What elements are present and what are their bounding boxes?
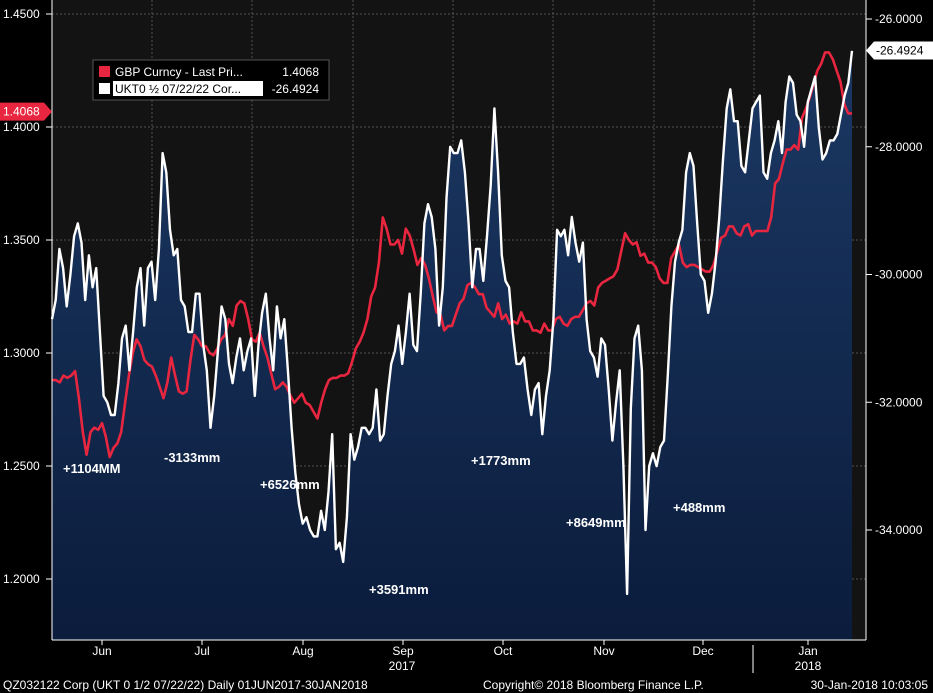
- legend-highlight-ukt: [113, 81, 263, 96]
- annotation-sep: +3591mm: [369, 582, 429, 597]
- left-tick-label: 1.2500: [3, 459, 40, 473]
- ukt-series-line: [50, 50, 854, 596]
- ukt-area-fill: [52, 50, 852, 640]
- legend-swatch-gbp: [99, 66, 110, 77]
- right-last-value: -26.4924: [876, 43, 924, 57]
- x-tick-label: Oct: [494, 644, 513, 658]
- year-label: 2018: [795, 659, 822, 673]
- x-tick-label: Sep: [392, 644, 414, 658]
- x-tick-label: Aug: [292, 644, 313, 658]
- legend-label-gbp: GBP Curncy - Last Pri...: [115, 65, 243, 79]
- left-tick-label: 1.2000: [3, 572, 40, 586]
- left-tick-label: 1.3500: [3, 233, 40, 247]
- left-tick-label: 1.4500: [3, 7, 40, 21]
- legend: GBP Curncy - Last Pri... 1.4068 UKT0 ½ 0…: [92, 59, 330, 101]
- annotation-dec: +488mm: [673, 500, 725, 515]
- annotation-aug: +6526mm: [260, 477, 320, 492]
- x-tick-label: Nov: [593, 644, 614, 658]
- right-tick-label: -32.0000: [875, 395, 923, 409]
- legend-value-gbp: 1.4068: [282, 65, 319, 79]
- annotation-oct: +1773mm: [471, 453, 531, 468]
- right-tick-label: -34.0000: [875, 523, 923, 537]
- x-tick-label: Jan: [798, 644, 817, 658]
- right-axis-ticks: -26.0000 -28.0000 -30.0000 -32.0000 -34.0000: [866, 12, 923, 537]
- right-last-value-badge: -26.4924: [866, 41, 933, 60]
- x-tick-label: Dec: [692, 644, 713, 658]
- footer-copyright: Copyright© 2018 Bloomberg Finance L.P.: [483, 678, 704, 692]
- legend-swatch-ukt: [99, 83, 110, 94]
- left-tick-label: 1.3000: [3, 346, 40, 360]
- legend-label-ukt: UKT0 ½ 07/22/22 Cor...: [115, 82, 241, 96]
- left-tick-label: 1.4000: [3, 120, 40, 134]
- right-tick-label: -30.0000: [875, 268, 923, 282]
- x-axis-ticks: Jun Jul Aug Sep Oct Nov Dec Jan 2017 2018: [92, 640, 822, 673]
- right-tick-label: -28.0000: [875, 140, 923, 154]
- left-last-value: 1.4068: [3, 105, 40, 119]
- annotation-jun: +1104MM: [63, 461, 120, 476]
- annotation-jul: -3133mm: [164, 450, 220, 465]
- footer-security: QZ032122 Corp (UKT 0 1/2 07/22/22) Daily…: [3, 678, 368, 692]
- left-last-value-badge: 1.4068: [0, 102, 52, 121]
- x-tick-label: Jun: [92, 644, 111, 658]
- footer-timestamp: 30-Jan-2018 10:03:05: [811, 678, 929, 692]
- annotation-nov: +8649mm: [566, 515, 626, 530]
- right-tick-label: -26.0000: [875, 12, 923, 26]
- left-axis-ticks: 1.4500 1.4000 1.3500 1.3000 1.2500 1.2000: [3, 7, 52, 586]
- year-label: 2017: [389, 659, 416, 673]
- gbp-series-line: [52, 51, 852, 459]
- legend-value-ukt: -26.4924: [272, 82, 320, 96]
- x-tick-label: Jul: [194, 644, 209, 658]
